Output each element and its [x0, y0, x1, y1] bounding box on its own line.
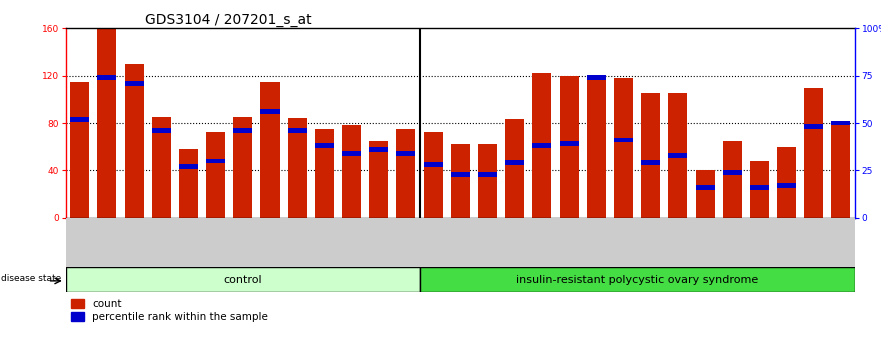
Bar [396, 129, 416, 218]
Bar [152, 128, 171, 133]
Bar [478, 144, 497, 218]
Bar [559, 142, 579, 146]
Bar [722, 170, 742, 175]
Bar [614, 78, 633, 218]
Bar [97, 28, 116, 218]
Bar [233, 117, 252, 218]
Bar [532, 143, 552, 148]
Bar [587, 75, 606, 80]
Bar [804, 87, 824, 218]
Text: control: control [224, 275, 263, 285]
Bar [804, 125, 824, 129]
Bar [451, 172, 470, 177]
Bar [695, 170, 714, 218]
Bar [750, 185, 769, 190]
Bar [750, 161, 769, 218]
FancyBboxPatch shape [419, 267, 855, 292]
Bar [179, 149, 198, 218]
Bar [97, 75, 116, 80]
Bar [396, 151, 416, 156]
Bar [722, 141, 742, 218]
Bar [832, 121, 850, 125]
Bar [206, 159, 226, 163]
Bar [532, 73, 552, 218]
Bar [559, 76, 579, 218]
Bar [124, 64, 144, 218]
Text: GDS3104 / 207201_s_at: GDS3104 / 207201_s_at [144, 13, 312, 27]
Bar [369, 147, 389, 152]
Bar [614, 138, 633, 142]
Bar [124, 81, 144, 86]
Legend: count, percentile rank within the sample: count, percentile rank within the sample [71, 299, 268, 322]
Bar [669, 153, 687, 158]
Bar [152, 117, 171, 218]
Bar [424, 132, 442, 218]
Bar [261, 81, 279, 218]
Bar [777, 183, 796, 188]
Bar [233, 128, 252, 133]
Text: disease state: disease state [2, 274, 62, 283]
Bar [695, 185, 714, 190]
Bar [505, 160, 524, 165]
Bar [832, 123, 850, 218]
Bar [261, 109, 279, 114]
Bar [587, 76, 606, 218]
Bar [641, 93, 660, 218]
Bar [206, 132, 226, 218]
Bar [424, 162, 442, 167]
Bar [70, 81, 89, 218]
Bar [641, 160, 660, 165]
Bar [179, 164, 198, 169]
FancyBboxPatch shape [66, 267, 419, 292]
Bar [315, 129, 334, 218]
Bar [669, 93, 687, 218]
Bar [288, 118, 307, 218]
Bar [342, 125, 361, 218]
Bar [451, 144, 470, 218]
Bar [70, 117, 89, 121]
Bar [315, 143, 334, 148]
Bar [288, 128, 307, 133]
Text: insulin-resistant polycystic ovary syndrome: insulin-resistant polycystic ovary syndr… [516, 275, 759, 285]
Bar [777, 147, 796, 218]
Bar [342, 151, 361, 156]
Bar [369, 141, 389, 218]
Bar [505, 119, 524, 218]
Bar [478, 172, 497, 177]
